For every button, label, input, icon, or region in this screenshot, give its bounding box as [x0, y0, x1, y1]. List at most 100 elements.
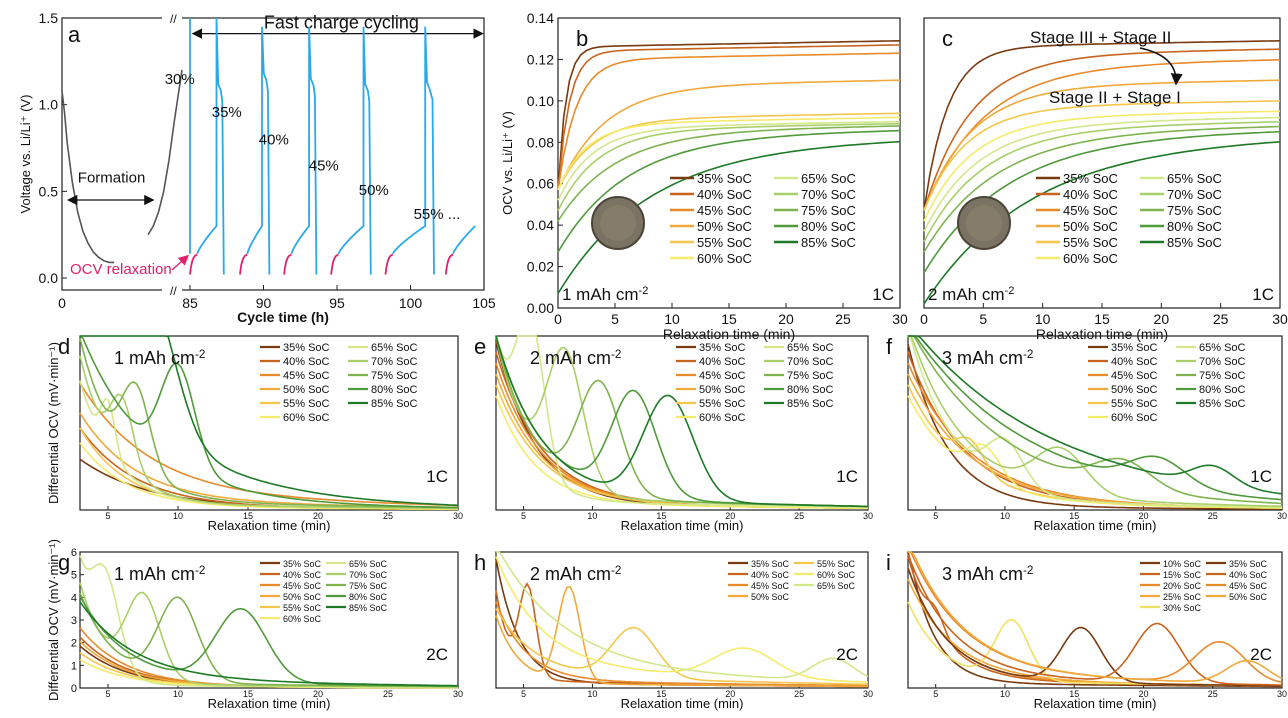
cycling-curve	[392, 26, 435, 275]
x-tick-label: 15	[721, 311, 737, 327]
ocv-series-65	[923, 116, 1281, 232]
legend-entry: 65% SoC	[349, 559, 388, 569]
y-tick-label: 2	[71, 638, 77, 650]
x-axis-label: Cycle time (h)	[237, 309, 329, 325]
differential-series-55	[79, 427, 458, 510]
legend-entry: 45% SoC	[1063, 203, 1118, 218]
panel-letter: b	[576, 26, 588, 51]
differential-series-65	[495, 335, 868, 509]
differential-series-35	[907, 344, 1282, 510]
legend-entry: 80% SoC	[1167, 219, 1222, 234]
rate-label: 1C	[1250, 467, 1272, 486]
loading-label: 2 mAh cm-2	[928, 285, 1014, 304]
x-tick-label: 5	[105, 511, 110, 521]
differential-series-10	[907, 551, 1282, 688]
cycling-curve	[337, 26, 372, 275]
x-axis-label: Relaxation time (min)	[663, 326, 795, 342]
legend-entry: 55% SoC	[283, 603, 322, 613]
x-tick-label: 10	[1000, 689, 1010, 699]
x-tick-label: 100	[399, 295, 423, 311]
differential-series-60	[79, 442, 458, 510]
differential-series-55	[495, 608, 869, 686]
electrode-disc	[591, 196, 645, 250]
legend-entry: 75% SoC	[801, 203, 856, 218]
differential-series-60	[907, 395, 1282, 509]
rate-label: 1C	[836, 467, 858, 486]
stage-annotation-bottom: Stage II + Stage I	[1049, 88, 1181, 107]
formation-curve	[61, 90, 115, 264]
loading-label: 2 mAh cm-2	[530, 348, 621, 369]
x-tick-label: 10	[587, 511, 597, 521]
ocv-relaxation-segment	[239, 253, 248, 275]
legend-entry: 35% SoC	[751, 559, 790, 569]
electrode-disc-center	[966, 205, 1002, 241]
electrode-disc	[957, 196, 1011, 250]
legend-entry: 60% SoC	[697, 251, 752, 266]
soc-percent-label: 40%	[259, 132, 289, 149]
legend-entry: 50% SoC	[697, 219, 752, 234]
x-tick-label: 20	[313, 689, 323, 699]
x-tick-label: 25	[1208, 511, 1218, 521]
x-tick-label: 20	[1138, 689, 1148, 699]
rate-label: 2C	[836, 645, 858, 664]
legend-entry: 35% SoC	[1229, 559, 1268, 569]
differential-series-35	[907, 567, 1283, 687]
soc-percent-label: 55% ...	[414, 206, 461, 223]
differential-series-85	[79, 601, 458, 687]
legend-entry: 55% SoC	[697, 235, 752, 250]
x-axis-label: Relaxation time (min)	[1034, 696, 1157, 711]
axis-break-mark-bottom: //	[170, 284, 177, 298]
legend-entry: 45% SoC	[283, 370, 330, 382]
legend-entry: 85% SoC	[371, 398, 418, 410]
legend-entry: 10% SoC	[1163, 559, 1202, 569]
legend-entry: 40% SoC	[283, 356, 330, 368]
ocv-series-70	[923, 121, 1281, 243]
legend-entry: 70% SoC	[1199, 356, 1246, 368]
legend-entry: 60% SoC	[817, 570, 856, 580]
panel-h-frame	[495, 551, 869, 689]
panel-f-frame	[907, 335, 1283, 511]
x-tick-label: 105	[472, 295, 496, 311]
legend-entry: 85% SoC	[1167, 235, 1222, 250]
ocv-relaxation-segment	[189, 253, 198, 275]
x-tick-label: 15	[656, 511, 666, 521]
y-tick-label: 0.08	[527, 134, 554, 150]
ocv-series-50	[557, 79, 901, 191]
legend-entry: 45% SoC	[697, 203, 752, 218]
x-tick-label: 15	[656, 689, 666, 699]
x-tick-label: 10	[173, 689, 183, 699]
x-tick-label: 5	[933, 511, 938, 521]
cycling-curve	[196, 17, 225, 275]
differential-series-50	[908, 551, 1283, 683]
ocv-series-75	[557, 125, 901, 222]
differential-series-85	[495, 335, 868, 508]
legend-entry: 60% SoC	[1063, 251, 1118, 266]
y-tick-label: 0.00	[527, 300, 554, 316]
axis-break-top	[162, 12, 182, 24]
ocv-series-45	[923, 59, 1281, 211]
x-tick-label: 20	[725, 689, 735, 699]
x-tick-label: 25	[383, 511, 393, 521]
ocv-series-35	[923, 40, 1281, 211]
legend-entry: 15% SoC	[1163, 570, 1202, 580]
x-tick-label: 15	[243, 689, 253, 699]
y-tick-label: 0.02	[527, 259, 554, 275]
x-tick-label: 30	[863, 511, 873, 521]
x-tick-label: 25	[1213, 311, 1229, 327]
legend-entry: 40% SoC	[1111, 356, 1158, 368]
x-tick-label: 5	[105, 689, 110, 699]
differential-series-75	[908, 335, 1283, 505]
panel-letter: a	[68, 22, 81, 47]
differential-series-70	[79, 355, 458, 510]
legend-entry: 70% SoC	[1167, 187, 1222, 202]
axis-break-mark-top: //	[170, 12, 177, 26]
ocv-arrow	[171, 254, 189, 271]
loading-label: 3 mAh cm-2	[942, 348, 1033, 369]
legend-entry: 40% SoC	[751, 570, 790, 580]
legend-entry: 40% SoC	[1063, 187, 1118, 202]
legend-entry: 45% SoC	[1229, 581, 1268, 591]
ocv-series-60	[557, 116, 901, 191]
differential-series-65	[496, 551, 869, 679]
legend-entry: 25% SoC	[1163, 592, 1202, 602]
